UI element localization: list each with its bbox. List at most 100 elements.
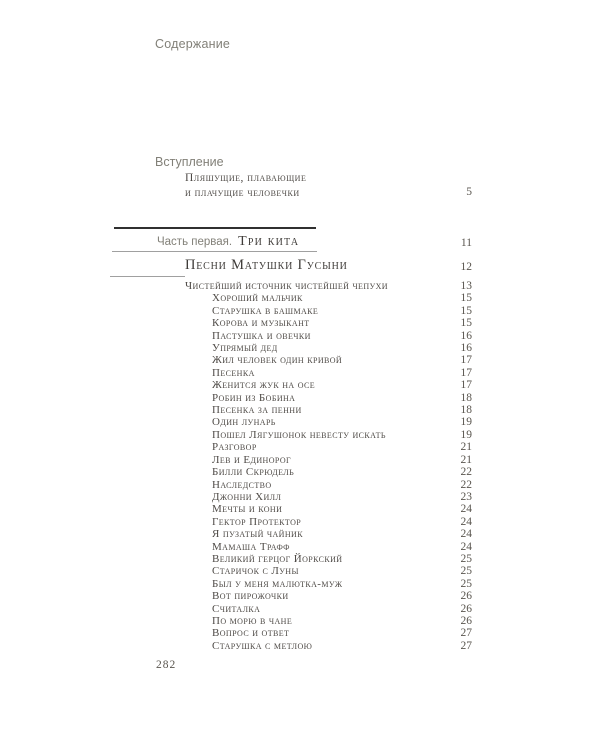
toc-entry-title: Разговор [212, 441, 257, 454]
toc-entry-row: Пошел Лягушонок невесту искать 19 [0, 429, 600, 441]
toc-entry-page-number: 19 [460, 428, 473, 441]
toc-entry-row: Песенка 17 [0, 367, 600, 379]
toc-entry-row: Джонни Хилл 23 [0, 491, 600, 503]
toc-entry-row: Билли Скрюдель 22 [0, 466, 600, 478]
toc-entry-title: Вопрос и ответ [212, 627, 290, 640]
toc-entry-row: Был у меня малютка-муж 25 [0, 578, 600, 590]
intro-page-number: 5 [466, 186, 472, 198]
toc-entry-title: Робин из Бобина [212, 391, 296, 404]
toc-entry-row: Корова и музыкант 15 [0, 317, 600, 329]
toc-entry-title: Корова и музыкант [212, 317, 310, 330]
toc-entry-row: Лев и Единорог 21 [0, 454, 600, 466]
toc-entry-title: Хороший мальчик [212, 292, 303, 305]
toc-entry-title: Лев и Единорог [212, 453, 292, 466]
toc-entry-title: Наследство [212, 478, 272, 491]
toc-entry-title: Вот пирожочки [212, 590, 289, 603]
toc-entry-title: Гектор Протектор [212, 515, 302, 528]
toc-entry-page-number: 26 [460, 614, 473, 627]
toc-entry-title: Билли Скрюдель [212, 466, 295, 479]
toc-entry-page-number: 24 [460, 515, 473, 528]
toc-entry-title: Старушка в башмаке [212, 304, 319, 317]
part-title: Три кита [238, 234, 300, 249]
toc-entry-page-number: 25 [460, 552, 473, 565]
toc-entry-row: Старушка с метлою 27 [0, 640, 600, 652]
toc-entry-page-number: 26 [460, 602, 473, 615]
toc-entry-title: Я пузатый чайник [212, 528, 303, 541]
toc-entry-page-number: 24 [460, 540, 473, 553]
toc-entry-title: Песенка за пенни [212, 404, 302, 417]
toc-entry-row: Робин из Бобина 18 [0, 392, 600, 404]
section-title: Песни Матушки Гусыни [185, 257, 348, 273]
toc-entry-page-number: 13 [460, 280, 473, 292]
toc-entry-page-number: 22 [460, 478, 473, 491]
toc-entry-row: Я пузатый чайник 24 [0, 528, 600, 540]
toc-entry-title: Пошел Лягушонок невесту искать [212, 428, 386, 441]
toc-entry-title: Мечты и кони [212, 503, 283, 516]
toc-entry-page-number: 17 [460, 379, 473, 392]
part-page-number: 11 [460, 237, 472, 249]
toc-entry-page-number: 24 [460, 528, 473, 541]
toc-entry-page-number: 25 [460, 565, 473, 578]
toc-entries: Чистейший источник чистейшей чепухи 13 Хор… [0, 280, 600, 652]
toc-entry-row: Жил человек один кривой 17 [0, 354, 600, 366]
toc-entry-page-number: 17 [460, 366, 473, 379]
toc-entry-page-number: 18 [460, 404, 473, 417]
toc-entry-title: Чистейший источник чистейшей чепухи [185, 280, 388, 292]
toc-entry-row: Вот пирожочки 26 [0, 590, 600, 602]
toc-entry-row: Пастушка и овечки 16 [0, 330, 600, 342]
part-prefix: Часть первая. [157, 236, 233, 248]
toc-entry-row: Считалка 26 [0, 603, 600, 615]
toc-entry-row: Разговор 21 [0, 441, 600, 453]
toc-entry-title: Был у меня малютка-муж [212, 577, 343, 590]
intro-label: Вступление [155, 155, 224, 169]
toc-entry-page-number: 22 [460, 466, 473, 479]
toc-entry-row: Наследство 22 [0, 479, 600, 491]
toc-entry-page-number: 15 [460, 317, 473, 330]
toc-entry-row: Упрямый дед 16 [0, 342, 600, 354]
toc-entry-title: Жил человек один кривой [212, 354, 343, 367]
toc-entry-page-number: 15 [460, 304, 473, 317]
toc-entry-page-number: 27 [460, 627, 473, 640]
toc-entry-page-number: 24 [460, 503, 473, 516]
page-title: Содержание [155, 37, 231, 51]
toc-entry-row: Старушка в башмаке 15 [0, 305, 600, 317]
toc-entry-page-number: 16 [460, 342, 473, 355]
toc-entry-page-number: 25 [460, 577, 473, 590]
toc-entry-row: По морю в чане 26 [0, 615, 600, 627]
intro-title-line1: Пляшущие, плавающие [185, 172, 307, 184]
toc-entry-title: Джонни Хилл [212, 490, 282, 503]
toc-entry-title: Старичок с Луны [212, 565, 299, 578]
toc-entry-page-number: 21 [460, 441, 473, 454]
toc-entry-page-number: 17 [460, 354, 473, 367]
toc-entry-title: Считалка [212, 602, 261, 615]
toc-entry-row: Женится жук на осе 17 [0, 379, 600, 391]
toc-entry-page-number: 16 [460, 329, 473, 342]
toc-entry-title: Женится жук на осе [212, 379, 316, 392]
toc-entry-row: Гектор Протектор 24 [0, 516, 600, 528]
toc-entry-page-number: 18 [460, 391, 473, 404]
toc-entry-row: Один лунарь 19 [0, 416, 600, 428]
intro-title-line2: и плачущие человечки [185, 187, 300, 199]
page-number-folio: 282 [156, 659, 177, 671]
toc-entry-title: Великий герцог Йоркский [212, 552, 343, 565]
part-heading: Часть первая. Три кита [157, 234, 299, 250]
toc-entry-title: Пастушка и овечки [212, 329, 311, 342]
toc-entry-title: Один лунарь [212, 416, 276, 429]
toc-entry-title: По морю в чане [212, 614, 293, 627]
toc-entry-row: Старичок с Луны 25 [0, 565, 600, 577]
toc-entry-page-number: 27 [460, 639, 473, 652]
toc-entry-page-number: 15 [460, 292, 473, 305]
toc-entry-page-number: 21 [460, 453, 473, 466]
toc-entry-row: Хороший мальчик 15 [0, 292, 600, 304]
toc-entry-row: Великий герцог Йоркский 25 [0, 553, 600, 565]
toc-entry-title: Мамаша Трафф [212, 540, 290, 553]
part-rule-top [114, 227, 316, 229]
part-rule-bottom [112, 251, 317, 252]
toc-entry-row: Мамаша Трафф 24 [0, 541, 600, 553]
intro-title: Пляшущие, плавающие и плачущие человечки [185, 171, 306, 201]
toc-entry-row: Вопрос и ответ 27 [0, 627, 600, 639]
toc-entry-title: Старушка с метлою [212, 639, 313, 652]
toc-entry-page-number: 23 [460, 490, 473, 503]
toc-entry-row: Мечты и кони 24 [0, 503, 600, 515]
